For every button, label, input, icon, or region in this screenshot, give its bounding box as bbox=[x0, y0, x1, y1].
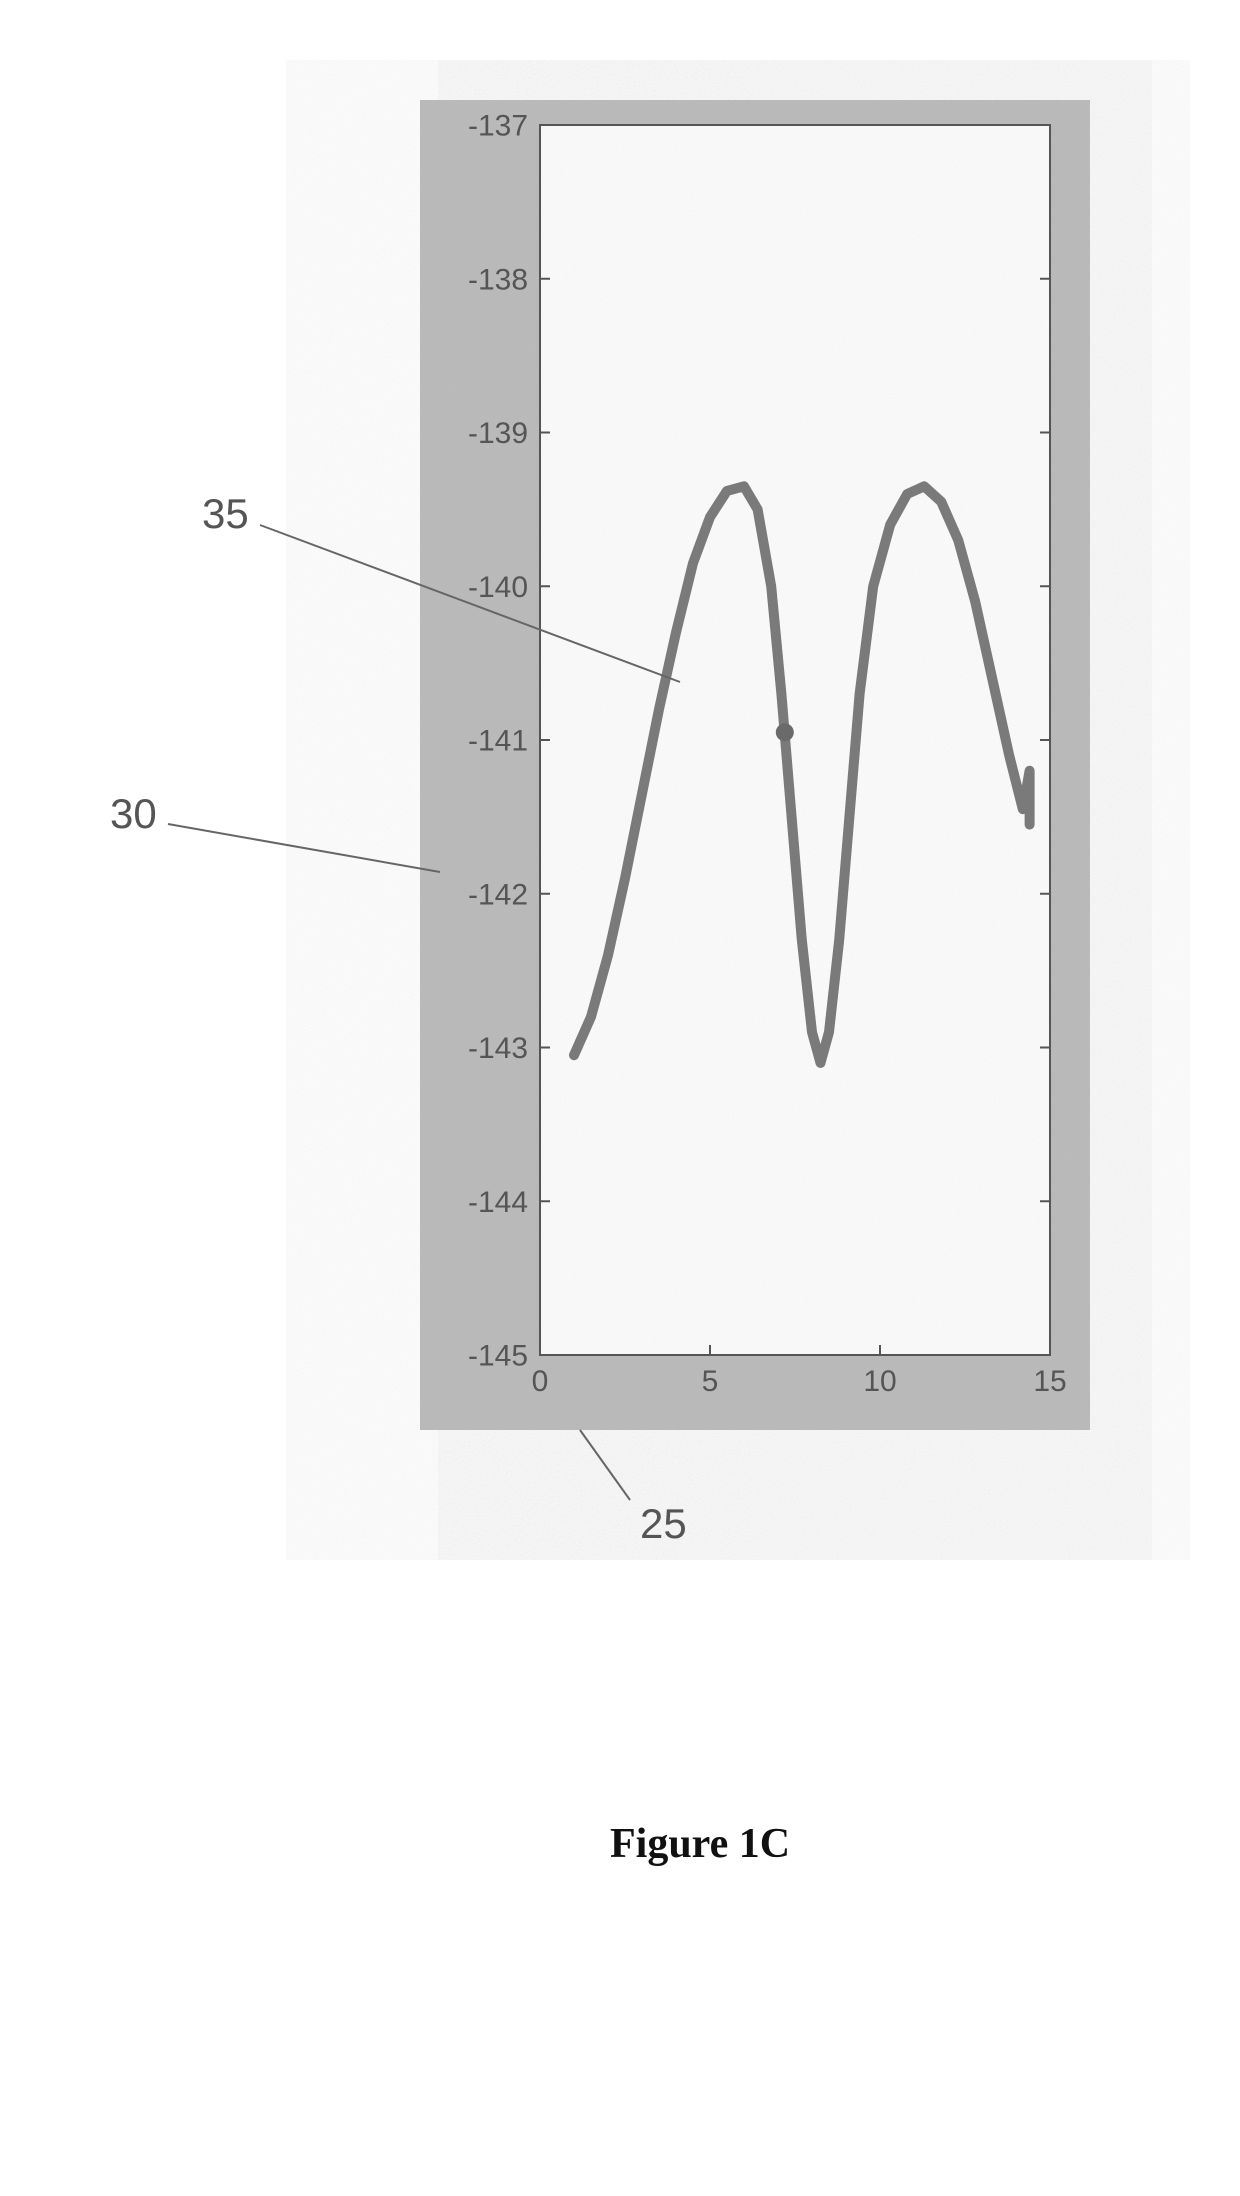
svg-text:-145: -145 bbox=[468, 1340, 528, 1373]
svg-text:-141: -141 bbox=[468, 725, 528, 758]
svg-text:5: 5 bbox=[702, 1365, 719, 1398]
callout-label-25: 25 bbox=[640, 1500, 687, 1548]
plot-chart: 0 5 10 15 -137 -138 -139 -140 -141 -142 -143 -144 -1… bbox=[50, 60, 1190, 1560]
svg-text:-144: -144 bbox=[468, 1186, 528, 1219]
svg-text:-142: -142 bbox=[468, 878, 528, 911]
svg-text:-139: -139 bbox=[468, 417, 528, 450]
svg-text:-143: -143 bbox=[468, 1032, 528, 1065]
svg-text:10: 10 bbox=[863, 1365, 896, 1398]
figure-caption: Figure 1C bbox=[610, 1820, 790, 1868]
svg-text:15: 15 bbox=[1033, 1365, 1066, 1398]
figure-container: 0 5 10 15 -137 -138 -139 -140 -141 -142 -143 -144 -1… bbox=[50, 60, 1190, 2110]
svg-text:-140: -140 bbox=[468, 571, 528, 604]
callout-label-30: 30 bbox=[110, 790, 157, 838]
callout-label-35: 35 bbox=[202, 490, 249, 538]
svg-text:-137: -137 bbox=[468, 110, 528, 143]
svg-text:0: 0 bbox=[532, 1365, 549, 1398]
svg-text:-138: -138 bbox=[468, 263, 528, 296]
